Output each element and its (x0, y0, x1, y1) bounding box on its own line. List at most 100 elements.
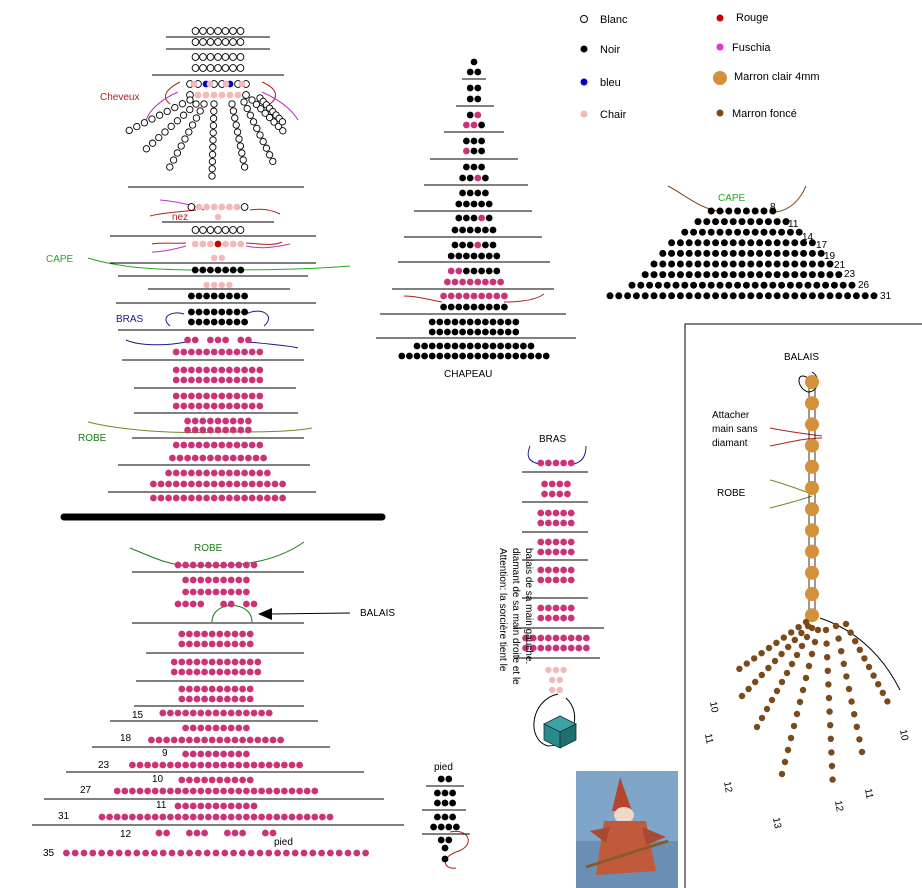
skirt-bead (221, 849, 229, 857)
wire-curves (87, 81, 901, 869)
hat-brim-bead (421, 342, 428, 350)
hair-strand-bead (210, 100, 218, 108)
hat-bead (474, 278, 482, 286)
skirt-bead (182, 813, 190, 821)
face-bead (191, 226, 200, 234)
skirt-bead (246, 685, 254, 693)
broom-bristle-bead (828, 762, 836, 770)
cape-right-bead (694, 218, 702, 226)
skirt-bead (189, 761, 197, 769)
skirt-bead (212, 561, 220, 569)
skirt-bead (326, 813, 334, 821)
arm-bead (207, 336, 214, 344)
body-bead (195, 376, 203, 384)
hat-brim-bead (474, 318, 482, 326)
broom-handle-bead (805, 459, 819, 474)
cape-right-bead (668, 292, 676, 300)
face-bead (237, 240, 245, 248)
hat-bead (466, 278, 474, 286)
hat-brim-bead (482, 342, 489, 350)
skirt-bead (193, 776, 201, 784)
cape-right-bead (835, 292, 843, 300)
robe-bead (218, 441, 226, 449)
broom-bristle-bead (858, 748, 866, 756)
arm-strip-bead (556, 480, 564, 488)
hair-wire-right (261, 81, 277, 105)
cape-right-bead (773, 292, 781, 300)
cape-bead (241, 308, 249, 316)
robe-bead (172, 494, 180, 502)
face-bead (226, 91, 234, 99)
skirt-bead (243, 561, 250, 569)
broom-bristle-bead (793, 651, 801, 659)
hair-bead (191, 53, 200, 61)
broom-strand-number: 11 (702, 733, 715, 746)
skirt-bead (136, 813, 144, 821)
cape-right-bead (694, 271, 702, 279)
skirt-bead (227, 709, 235, 717)
face-bead (222, 80, 230, 88)
hair-strand-bead (186, 96, 194, 104)
cape-bead (210, 308, 218, 316)
arm-strip-bead (564, 490, 571, 498)
cape-right-bead (720, 292, 728, 300)
skirt-bead (235, 724, 243, 732)
skirt-inner-number: 11 (156, 800, 167, 811)
body-bead (188, 392, 195, 400)
hair-bead (221, 38, 230, 46)
hat-bead (470, 58, 478, 66)
legend-swatch-bleu (580, 78, 588, 86)
arm-strip-bead (560, 538, 567, 546)
hat-bead (463, 137, 470, 145)
arm-strip-bead (567, 604, 575, 612)
cape-right-bead (826, 260, 834, 268)
skirt-bead (98, 849, 105, 857)
body-bead (226, 402, 233, 410)
skirt-bead (246, 736, 254, 744)
skirt-bead (212, 787, 220, 795)
skirt-bead (220, 600, 228, 608)
broom-bristle-bead (751, 655, 758, 662)
cape-right-bead (720, 260, 728, 268)
cape-right-bead (773, 218, 781, 226)
hair-strand-bead (173, 117, 182, 125)
arm-strip-bead (537, 614, 545, 622)
skirt-bead (239, 658, 247, 666)
skirt-bead (170, 668, 178, 676)
arm-strip-bead (545, 509, 552, 517)
broom-bristle-bead (811, 638, 819, 646)
robe-bead (264, 480, 271, 488)
skirt-bead (208, 695, 216, 703)
hair-bead (191, 38, 200, 46)
skirt-bead (205, 576, 212, 584)
skirt-bead (193, 685, 201, 693)
hair-strand-bead (209, 129, 217, 137)
hat-bead (447, 267, 455, 275)
cape-right-bead (729, 260, 737, 268)
skirt-bead (205, 709, 212, 717)
body-bead (180, 366, 188, 374)
hat-brim-bead (474, 328, 482, 336)
hat-bead (466, 68, 474, 76)
body-bead (210, 392, 218, 400)
skirt-bead (182, 561, 190, 569)
arm-strip-bead (552, 509, 560, 517)
skirt-bead (220, 709, 228, 717)
arm-strip-bead (567, 538, 575, 546)
hat-bead (463, 267, 470, 275)
skirt-bead (283, 849, 290, 857)
cape-right-bead (712, 260, 720, 268)
broom-bristle-bead (875, 681, 882, 688)
hair-bead (206, 27, 215, 35)
face-bead (214, 240, 222, 248)
broom-bristle-bead (808, 650, 816, 658)
skirt-bead (186, 658, 193, 666)
cape-right-bead (848, 281, 856, 289)
skirt-bead (205, 750, 212, 758)
arm-strip-bead (537, 538, 545, 546)
cape-right-bead (756, 260, 764, 268)
arm-strip-bead (583, 644, 590, 652)
skirt-bead (189, 813, 197, 821)
skirt-bead (182, 724, 190, 732)
robe-bead (165, 480, 173, 488)
